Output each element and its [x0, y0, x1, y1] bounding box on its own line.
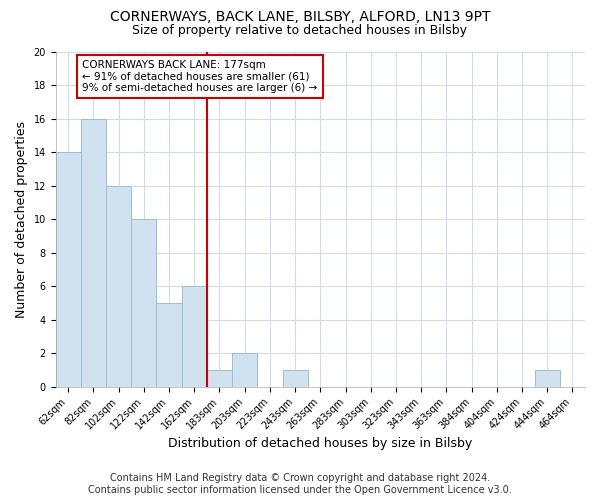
Text: Size of property relative to detached houses in Bilsby: Size of property relative to detached ho…	[133, 24, 467, 37]
Bar	[207, 370, 232, 387]
Bar	[157, 303, 182, 387]
Text: CORNERWAYS, BACK LANE, BILSBY, ALFORD, LN13 9PT: CORNERWAYS, BACK LANE, BILSBY, ALFORD, L…	[110, 10, 490, 24]
X-axis label: Distribution of detached houses by size in Bilsby: Distribution of detached houses by size …	[168, 437, 472, 450]
Bar	[535, 370, 560, 387]
Bar	[81, 118, 106, 387]
Text: Contains HM Land Registry data © Crown copyright and database right 2024.
Contai: Contains HM Land Registry data © Crown c…	[88, 474, 512, 495]
Y-axis label: Number of detached properties: Number of detached properties	[15, 120, 28, 318]
Text: CORNERWAYS BACK LANE: 177sqm
← 91% of detached houses are smaller (61)
9% of sem: CORNERWAYS BACK LANE: 177sqm ← 91% of de…	[82, 60, 317, 93]
Bar	[56, 152, 81, 387]
Bar	[131, 219, 157, 387]
Bar	[106, 186, 131, 387]
Bar	[232, 354, 257, 387]
Bar	[283, 370, 308, 387]
Bar	[182, 286, 207, 387]
